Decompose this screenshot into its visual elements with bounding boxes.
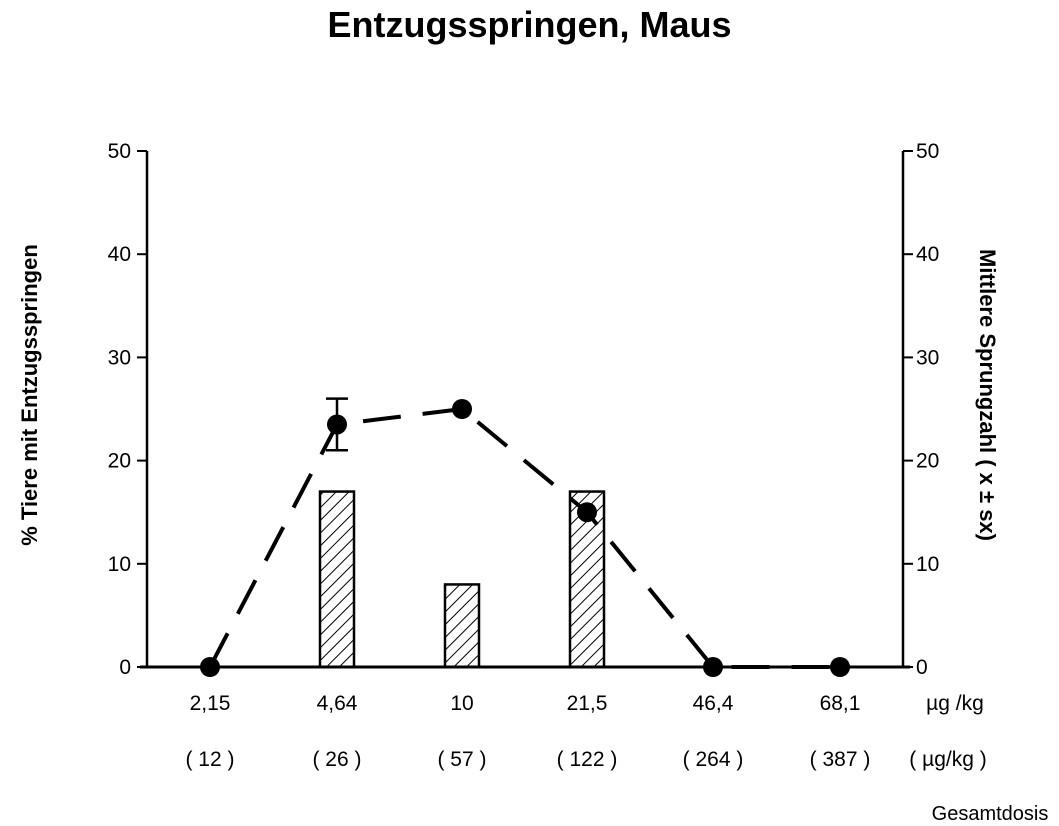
x-total-dose-label: ( 264 ) <box>653 748 773 772</box>
x-unit: µg /kg <box>895 692 1015 716</box>
x-unit-total: ( µg/kg ) <box>888 748 1008 772</box>
y-axis-label-left: % Tiere mit Entzugsspringen <box>17 244 43 546</box>
data-point <box>200 657 220 677</box>
y-tick-left: 0 <box>119 656 131 679</box>
x-total-dose-label: ( 57 ) <box>402 748 522 772</box>
y-tick-left: 40 <box>108 243 131 266</box>
bars <box>320 492 604 667</box>
y-tick-left: 10 <box>108 553 131 576</box>
data-point <box>577 502 597 522</box>
x-tick-label: 2,15 <box>150 692 270 716</box>
data-point <box>327 414 347 434</box>
line-series <box>200 399 850 677</box>
x-footer: Gesamtdosis <box>920 803 1059 826</box>
y-tick-right: 10 <box>916 553 939 576</box>
x-tick-label: 10 <box>402 692 522 716</box>
y-tick-right: 30 <box>916 346 939 369</box>
y-tick-right: 40 <box>916 243 939 266</box>
x-total-dose-label: ( 387 ) <box>780 748 900 772</box>
x-tick-label: 46,4 <box>653 692 773 716</box>
data-point <box>452 399 472 419</box>
y-tick-right: 20 <box>916 450 939 473</box>
x-total-dose-label: ( 12 ) <box>150 748 270 772</box>
y-tick-right: 0 <box>916 656 928 679</box>
y-tick-right: 50 <box>916 140 939 163</box>
data-point <box>703 657 723 677</box>
x-tick-label: 68,1 <box>780 692 900 716</box>
y-axis-label-right: Mittlere Sprungzahl ( x ± sx) <box>974 249 1000 541</box>
y-tick-left: 20 <box>108 450 131 473</box>
x-total-dose-label: ( 26 ) <box>277 748 397 772</box>
y-tick-left: 30 <box>108 346 131 369</box>
y-tick-left: 50 <box>108 140 131 163</box>
x-total-dose-label: ( 122 ) <box>527 748 647 772</box>
bar <box>320 492 354 667</box>
bar <box>445 584 479 667</box>
axes <box>140 151 910 667</box>
x-tick-label: 4,64 <box>277 692 397 716</box>
x-tick-label: 21,5 <box>527 692 647 716</box>
data-point <box>830 657 850 677</box>
